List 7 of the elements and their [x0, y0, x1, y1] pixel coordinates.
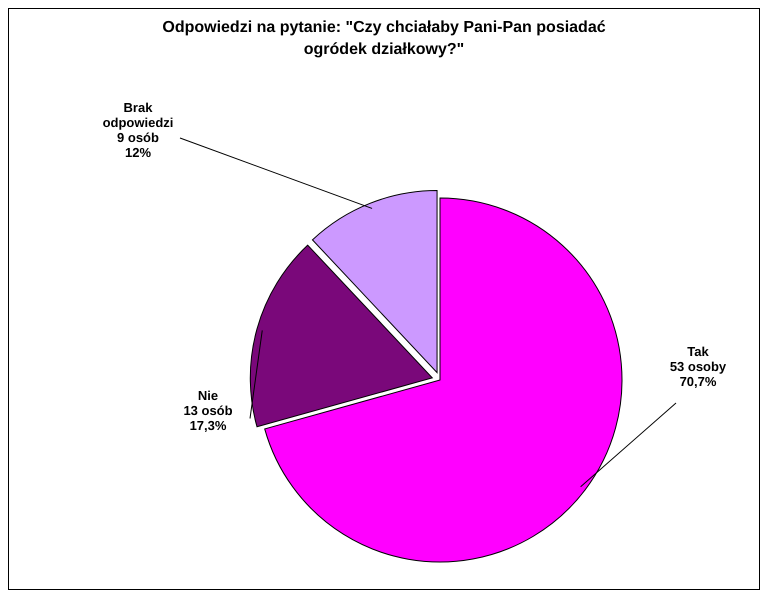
slice-label: Brak odpowiedzi	[102, 100, 174, 130]
chart-title: Odpowiedzi na pytanie: "Czy chciałaby Pani-Pan posiadać ogródek działkowy?"	[162, 19, 606, 58]
data-label: 9 osób 12%	[117, 130, 159, 160]
slice-label: Nie	[198, 388, 218, 403]
data-label: 13 osób 17,3%	[183, 403, 233, 433]
data-label: 53 osoby 70,7%	[670, 359, 727, 389]
slice-label: Tak	[687, 344, 710, 359]
